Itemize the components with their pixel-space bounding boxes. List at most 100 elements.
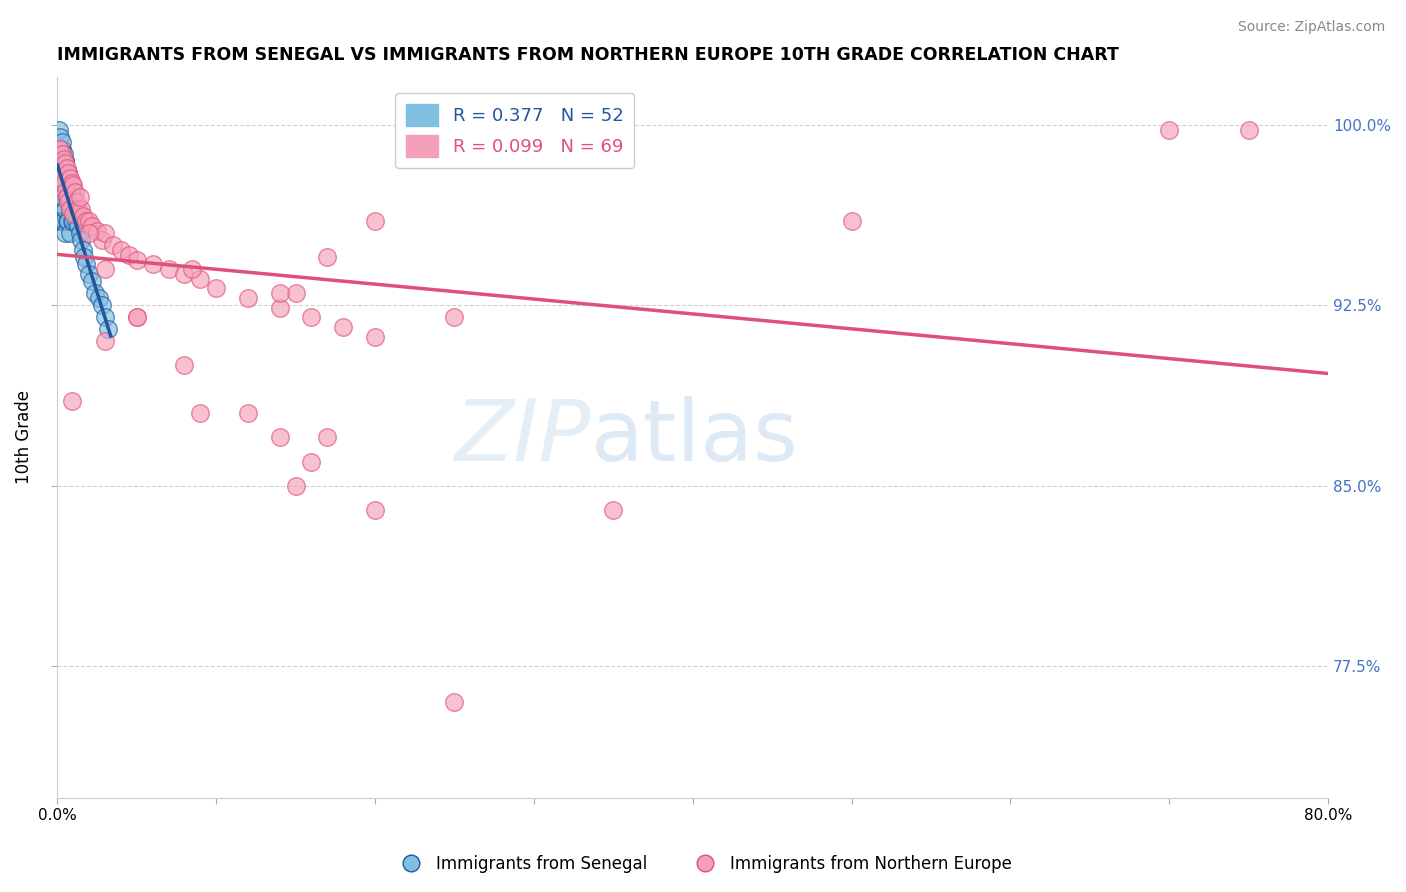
Point [52, 176, 75, 190]
Point [60, 176, 83, 190]
Point [118, 248, 141, 262]
Point [60, 394, 83, 409]
Point [58, 166, 80, 180]
Point [53, 226, 76, 240]
Point [59, 178, 82, 192]
Text: atlas: atlas [591, 396, 799, 479]
Point [110, 243, 132, 257]
Point [48, 202, 70, 216]
Point [301, 310, 323, 325]
Point [173, 359, 195, 373]
Point [125, 252, 148, 267]
Point [269, 430, 291, 444]
Point [443, 695, 465, 709]
Point [94, 334, 117, 349]
Point [75, 257, 97, 271]
Point [52, 152, 75, 166]
Point [60, 214, 83, 228]
Point [173, 267, 195, 281]
Point [52, 178, 75, 192]
Point [56, 214, 79, 228]
Point [269, 286, 291, 301]
Point [51, 142, 73, 156]
Point [82, 274, 104, 288]
Point [56, 190, 79, 204]
Point [58, 194, 80, 209]
Point [188, 406, 211, 420]
Point [1159, 122, 1181, 136]
Text: Source: ZipAtlas.com: Source: ZipAtlas.com [1237, 20, 1385, 34]
Point [205, 281, 228, 295]
Point [49, 214, 72, 228]
Point [284, 286, 307, 301]
Point [75, 214, 97, 228]
Point [49, 142, 72, 156]
Point [84, 286, 107, 301]
Point [59, 170, 82, 185]
Point [73, 250, 96, 264]
Point [53, 156, 76, 170]
Point [65, 194, 87, 209]
Point [94, 310, 117, 325]
Point [53, 186, 76, 200]
Point [125, 310, 148, 325]
Point [63, 186, 86, 200]
Point [72, 243, 94, 257]
Point [236, 406, 259, 420]
Point [86, 224, 108, 238]
Point [364, 329, 387, 343]
Point [62, 207, 84, 221]
Point [52, 146, 75, 161]
Point [66, 219, 89, 233]
Point [364, 502, 387, 516]
Point [602, 502, 624, 516]
Point [53, 202, 76, 216]
Point [70, 202, 93, 216]
Point [62, 190, 84, 204]
Point [51, 214, 73, 228]
Point [62, 178, 84, 192]
Legend: R = 0.377   N = 52, R = 0.099   N = 69: R = 0.377 N = 52, R = 0.099 N = 69 [395, 93, 634, 168]
Point [1237, 122, 1260, 136]
Point [59, 202, 82, 216]
Point [90, 298, 112, 312]
Point [65, 214, 87, 228]
Point [49, 130, 72, 145]
Point [70, 233, 93, 247]
Point [284, 478, 307, 492]
Point [56, 161, 79, 176]
Point [59, 202, 82, 216]
Point [56, 190, 79, 204]
Point [142, 257, 165, 271]
Point [49, 190, 72, 204]
Point [59, 226, 82, 240]
Point [69, 190, 91, 204]
Point [841, 214, 863, 228]
Point [49, 166, 72, 180]
Point [51, 190, 73, 204]
Point [316, 250, 339, 264]
Point [301, 454, 323, 468]
Point [48, 122, 70, 136]
Point [82, 219, 104, 233]
Point [125, 310, 148, 325]
Point [443, 310, 465, 325]
Point [48, 142, 70, 156]
Y-axis label: 10th Grade: 10th Grade [15, 391, 32, 484]
Point [53, 154, 76, 169]
Point [49, 166, 72, 180]
Point [51, 166, 73, 180]
Point [181, 262, 204, 277]
Point [364, 214, 387, 228]
Legend: Immigrants from Senegal, Immigrants from Northern Europe: Immigrants from Senegal, Immigrants from… [387, 848, 1019, 880]
Point [51, 170, 73, 185]
Point [94, 226, 117, 240]
Point [60, 178, 83, 192]
Point [46, 214, 69, 228]
Point [53, 154, 76, 169]
Point [97, 322, 120, 336]
Point [52, 154, 75, 169]
Point [77, 267, 100, 281]
Point [90, 233, 112, 247]
Point [66, 202, 89, 216]
